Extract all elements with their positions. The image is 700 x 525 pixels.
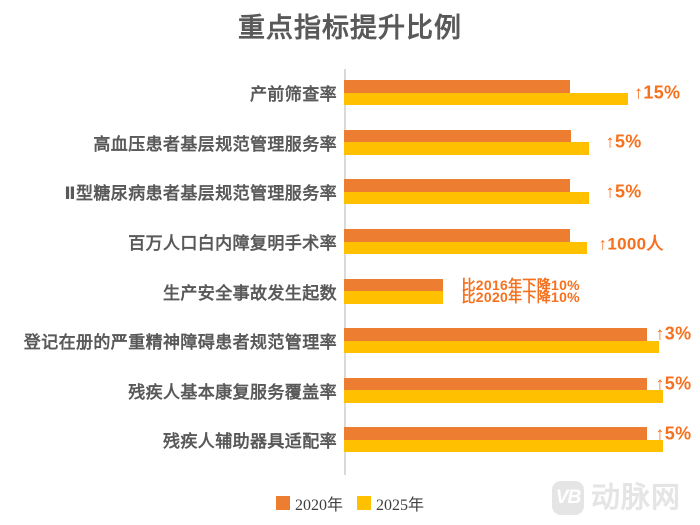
bar-2025 — [344, 390, 663, 403]
annotation-label: ↑3% — [655, 323, 692, 344]
row-plot: ↑5% — [344, 167, 700, 217]
bar-2020 — [344, 80, 571, 93]
bar-2025 — [344, 340, 660, 354]
row-plot: ↑5% — [344, 415, 700, 465]
annotation-label: ↑5% — [655, 423, 692, 444]
category-label: 百万人口白内障复明手术率 — [128, 234, 337, 254]
legend-swatch-2020-icon — [275, 496, 290, 510]
bar-pair — [344, 328, 700, 354]
bar-pair — [344, 179, 700, 205]
bar-2020 — [344, 179, 571, 192]
legend-swatch-2025-icon — [357, 496, 371, 510]
annotation-label: 比2016年下降10% — [461, 276, 580, 293]
bar-pair — [344, 427, 700, 453]
chart-row: 百万人口白内障复明手术率 ↑1000人 — [8, 217, 700, 267]
bar-pair — [344, 229, 700, 255]
vb-logo-text: VB — [555, 487, 581, 508]
annotation-label: ↑5% — [655, 373, 692, 394]
chart-row: 残疾人基本康复服务覆盖率 ↑5% — [8, 366, 700, 416]
row-plot: ↑5% — [344, 118, 700, 168]
chart-title: 重点指标提升比例 — [238, 13, 462, 43]
annotation-label: 比2020年下降10% — [461, 289, 580, 306]
row-plot: ↑5% — [344, 366, 700, 416]
annotation-label: ↑15% — [634, 82, 681, 103]
chart-row: 高血压患者基层规范管理服务率 ↑5% — [8, 118, 700, 168]
chart-row: 生产安全事故发生起数 比2016年下降10% 比2020年下降10% — [8, 266, 700, 316]
annotation-label: ↑5% — [605, 181, 642, 202]
bar-pair — [344, 129, 700, 155]
bar-2020 — [344, 427, 647, 440]
category-label: 高血压患者基层规范管理服务率 — [93, 134, 337, 154]
chart-row: 产前筛查率 ↑15% — [8, 68, 700, 118]
category-label: 残疾人辅助器具适配率 — [163, 432, 337, 452]
chart-row: 残疾人辅助器具适配率 ↑5% — [8, 415, 700, 465]
bar-pair — [344, 377, 700, 403]
bar-2025 — [344, 241, 588, 255]
category-axis-line — [344, 69, 346, 475]
vb-logo-icon: VB — [552, 481, 584, 515]
bar-2025 — [344, 291, 443, 304]
legend-item-2025: 2025年 — [357, 491, 424, 515]
category-label: 登记在册的严重精神障碍患者规范管理率 — [23, 333, 337, 353]
legend-label-2020: 2020年 — [294, 497, 343, 514]
bar-2025 — [344, 92, 629, 106]
row-plot: ↑15% — [344, 68, 700, 118]
bar-2020 — [344, 129, 572, 143]
category-label: 产前筛查率 — [250, 85, 337, 105]
annotation-label: ↑1000人 — [598, 234, 664, 254]
annotation-label: ↑5% — [605, 131, 642, 152]
chart-rows: 产前筛查率 ↑15% 高血压患者基层规范管理服务率 ↑5% Ⅱ型糖尿病患者基层规… — [8, 68, 700, 465]
legend-item-2020: 2020年 — [275, 491, 343, 515]
watermark: VB 动脉网 — [552, 481, 681, 515]
category-label: 残疾人基本康复服务覆盖率 — [128, 382, 337, 402]
legend-label-2025: 2025年 — [376, 497, 425, 514]
bar-2025 — [344, 191, 589, 205]
bar-2025 — [344, 439, 663, 453]
bar-chart-area: 产前筛查率 ↑15% 高血压患者基层规范管理服务率 ↑5% Ⅱ型糖尿病患者基层规… — [8, 68, 700, 475]
bar-2020 — [344, 278, 443, 292]
chart-legend: 2020年 2025年 — [0, 491, 700, 515]
category-label: Ⅱ型糖尿病患者基层规范管理服务率 — [64, 184, 337, 204]
chart-row: 登记在册的严重精神障碍患者规范管理率 ↑3% — [8, 316, 700, 366]
bar-2020 — [344, 328, 647, 341]
bar-2020 — [344, 377, 647, 391]
watermark-brand-text: 动脉网 — [591, 482, 682, 514]
row-plot: ↑3% — [344, 316, 700, 366]
chart-row: Ⅱ型糖尿病患者基层规范管理服务率 ↑5% — [8, 167, 700, 217]
bar-pair — [344, 80, 700, 106]
bar-pair — [344, 278, 700, 304]
bar-2025 — [344, 142, 589, 155]
row-plot: ↑1000人 — [344, 217, 700, 267]
bar-2020 — [344, 229, 571, 242]
category-label: 生产安全事故发生起数 — [163, 283, 337, 303]
row-plot: 比2016年下降10% 比2020年下降10% — [344, 266, 700, 316]
